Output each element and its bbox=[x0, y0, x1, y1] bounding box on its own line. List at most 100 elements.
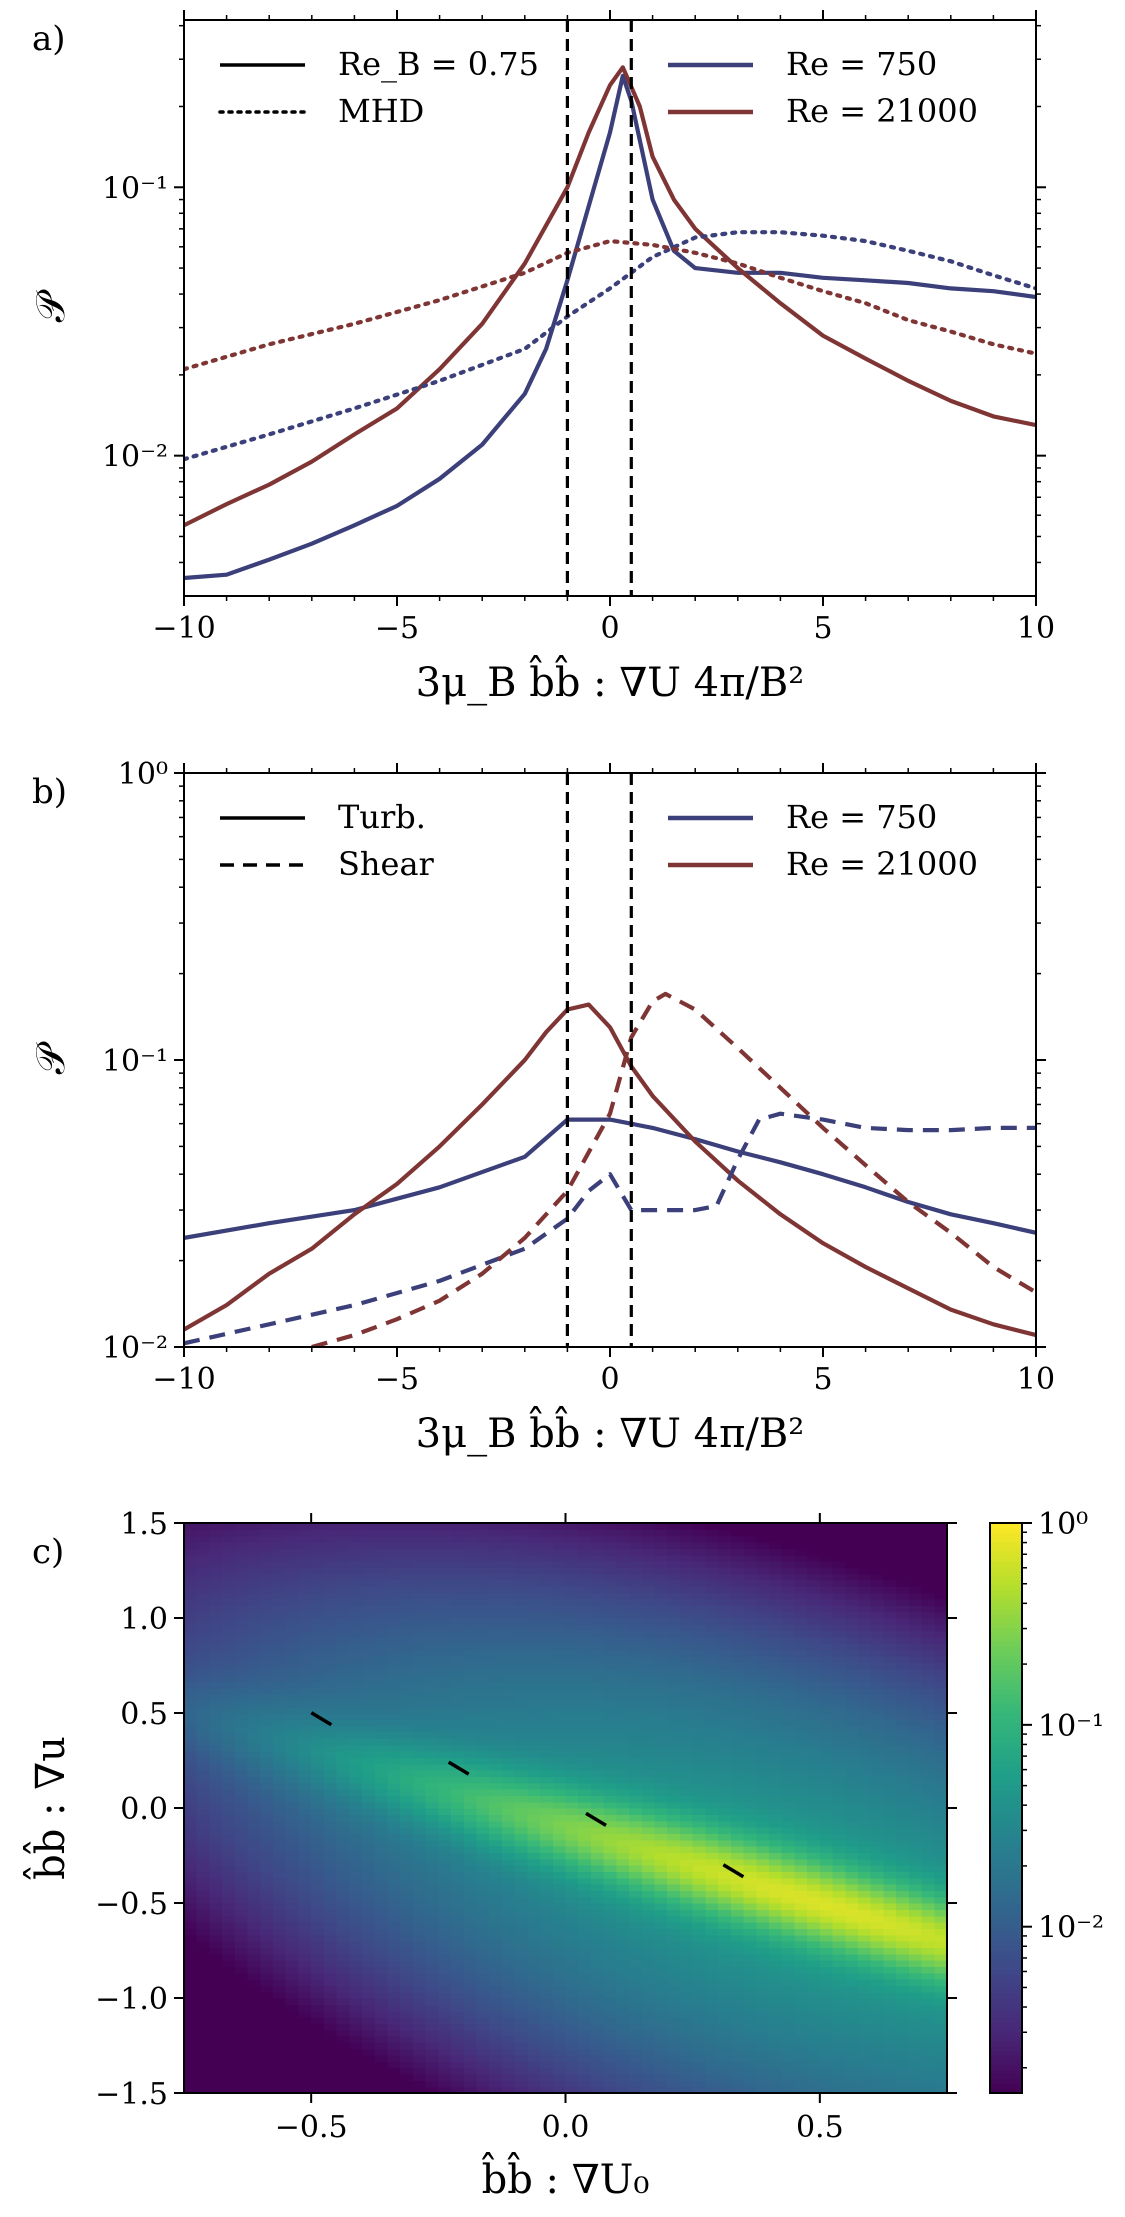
heatmap-cell bbox=[336, 1985, 350, 1993]
heatmap-cell bbox=[476, 1618, 490, 1625]
heatmap-cell bbox=[285, 1554, 300, 1562]
heatmap-cell bbox=[527, 1795, 541, 1803]
y-tick-label: 10⁻² bbox=[102, 440, 168, 475]
heatmap-cell bbox=[234, 1884, 249, 1891]
heatmap-cell bbox=[514, 2010, 528, 2018]
heatmap-cell bbox=[184, 2023, 198, 2031]
heatmap-cell bbox=[222, 1985, 236, 1993]
heatmap-cell bbox=[260, 1890, 274, 1898]
heatmap-cell bbox=[387, 1757, 401, 1765]
heatmap-cell bbox=[552, 1573, 567, 1581]
heatmap-cell bbox=[540, 1668, 554, 1676]
heatmap-cell bbox=[349, 2048, 363, 2056]
heatmap-cell bbox=[565, 1979, 579, 1986]
heatmap-cell bbox=[209, 1782, 223, 1790]
heatmap-cell bbox=[819, 1890, 834, 1898]
heatmap-cell bbox=[819, 1953, 834, 1961]
heatmap-cell bbox=[819, 1586, 834, 1594]
heatmap-cell bbox=[540, 1827, 554, 1834]
heatmap-cell bbox=[489, 1554, 503, 1562]
heatmap-cell bbox=[527, 2080, 541, 2088]
heatmap-cell bbox=[819, 1789, 834, 1796]
heatmap-cell bbox=[794, 1630, 808, 1638]
heatmap-cell bbox=[336, 1599, 350, 1606]
heatmap-cell bbox=[400, 2004, 414, 2012]
heatmap-cell bbox=[451, 1523, 465, 1530]
heatmap-cell bbox=[463, 2036, 478, 2043]
heatmap-cell bbox=[349, 1725, 363, 1733]
heatmap-cell bbox=[349, 1979, 363, 1986]
heatmap-cell bbox=[527, 1846, 541, 1853]
heatmap-cell bbox=[667, 1814, 681, 1822]
heatmap-cell bbox=[578, 1675, 592, 1682]
heatmap-cell bbox=[298, 1561, 312, 1568]
heatmap-cell bbox=[489, 1738, 503, 1746]
heatmap-cell bbox=[196, 1599, 211, 1606]
heatmap-cell bbox=[247, 1662, 261, 1670]
heatmap-cell bbox=[501, 1833, 516, 1841]
heatmap-cell bbox=[679, 1586, 694, 1594]
heatmap-cell bbox=[756, 1801, 770, 1809]
heatmap-cell bbox=[527, 1592, 541, 1600]
heatmap-cell bbox=[273, 1846, 287, 1853]
heatmap-cell bbox=[718, 1934, 732, 1942]
heatmap-cell bbox=[603, 1903, 617, 1910]
heatmap-cell bbox=[705, 1909, 719, 1917]
heatmap-cell bbox=[667, 1858, 681, 1866]
heatmap-cell bbox=[768, 1795, 783, 1803]
heatmap-cell bbox=[794, 1732, 808, 1739]
heatmap-cell bbox=[540, 1630, 554, 1638]
heatmap-cell bbox=[311, 1618, 325, 1625]
heatmap-cell bbox=[603, 2029, 617, 2037]
heatmap-cell bbox=[260, 1649, 274, 1657]
heatmap-cell bbox=[387, 1618, 401, 1625]
heatmap-cell bbox=[489, 1586, 503, 1594]
heatmap-cell bbox=[629, 1624, 643, 1632]
heatmap-cell bbox=[527, 1694, 541, 1701]
heatmap-cell bbox=[794, 2042, 808, 2050]
heatmap-cell bbox=[565, 2029, 579, 2037]
heatmap-cell bbox=[692, 2017, 706, 2024]
heatmap-cell bbox=[184, 1643, 198, 1651]
heatmap-cell bbox=[527, 1624, 541, 1632]
heatmap-cell bbox=[552, 1979, 567, 1986]
heatmap-cell bbox=[540, 1858, 554, 1866]
heatmap-cell bbox=[425, 2074, 439, 2081]
heatmap-cell bbox=[590, 2074, 605, 2081]
heatmap-cell bbox=[222, 1979, 236, 1986]
heatmap-cell bbox=[285, 1725, 300, 1733]
heatmap-cell bbox=[298, 1573, 312, 1581]
heatmap-cell bbox=[285, 1960, 300, 1967]
heatmap-cell bbox=[756, 1877, 770, 1885]
heatmap-cell bbox=[184, 1839, 198, 1847]
heatmap-cell bbox=[196, 1675, 211, 1682]
heatmap-cell bbox=[692, 1833, 706, 1841]
heatmap-cell bbox=[667, 1909, 681, 1917]
heatmap-cell bbox=[501, 1877, 516, 1885]
heatmap-cell bbox=[400, 2042, 414, 2050]
heatmap-cell bbox=[756, 1611, 770, 1619]
heatmap-cell bbox=[425, 1656, 439, 1663]
heatmap-cell bbox=[679, 1548, 694, 1556]
heatmap-cell bbox=[463, 1966, 478, 1974]
heatmap-cell bbox=[540, 2004, 554, 2012]
heatmap-cell bbox=[184, 1871, 198, 1879]
heatmap-cell bbox=[667, 1706, 681, 1714]
heatmap-cell bbox=[743, 1890, 757, 1898]
heatmap-cell bbox=[718, 1554, 732, 1562]
heatmap-cell bbox=[387, 1941, 401, 1948]
heatmap-cell bbox=[807, 1789, 821, 1796]
heatmap-cell bbox=[412, 1744, 427, 1752]
heatmap-cell bbox=[247, 2061, 261, 2069]
heatmap-cell bbox=[819, 1763, 834, 1771]
heatmap-cell bbox=[451, 2029, 465, 2037]
heatmap-cell bbox=[794, 2074, 808, 2081]
heatmap-cell bbox=[260, 1915, 274, 1923]
heatmap-cell bbox=[527, 1903, 541, 1910]
heatmap-cell bbox=[463, 1814, 478, 1822]
heatmap-cell bbox=[718, 1795, 732, 1803]
heatmap-cell bbox=[184, 1738, 198, 1746]
heatmap-cell bbox=[298, 1877, 312, 1885]
heatmap-cell bbox=[768, 1599, 783, 1606]
heatmap-cell bbox=[718, 1719, 732, 1727]
